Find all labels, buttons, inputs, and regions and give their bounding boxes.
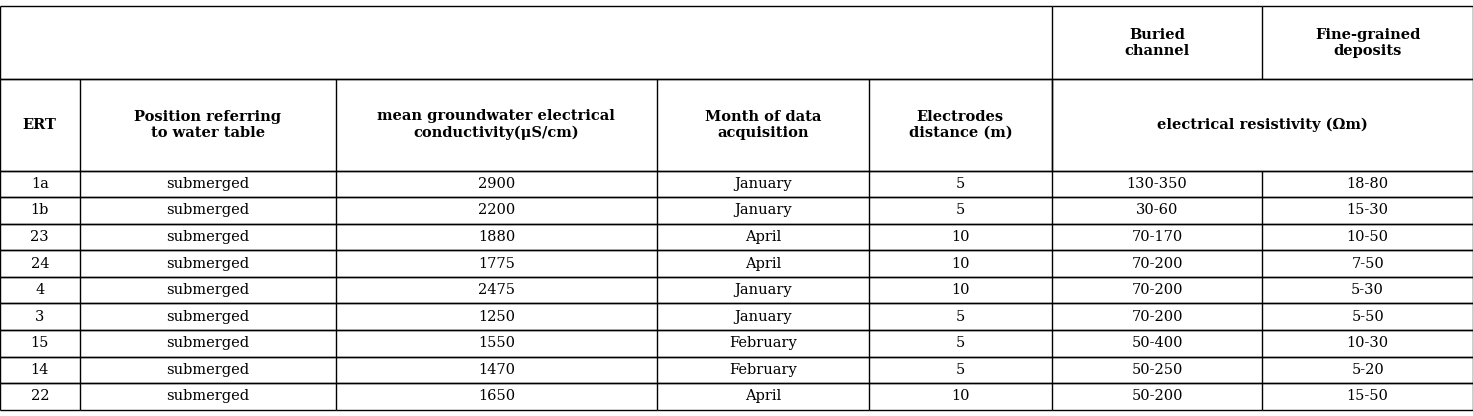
Text: 10: 10: [952, 257, 969, 270]
Text: 15: 15: [31, 336, 49, 350]
Text: 10: 10: [952, 283, 969, 297]
Text: 1470: 1470: [477, 363, 516, 377]
Text: 22: 22: [31, 389, 49, 404]
Text: 15-50: 15-50: [1346, 389, 1389, 404]
Text: submerged: submerged: [166, 257, 249, 270]
Text: 2200: 2200: [477, 203, 516, 218]
Text: submerged: submerged: [166, 389, 249, 404]
Text: 15-30: 15-30: [1346, 203, 1389, 218]
Text: 10: 10: [952, 389, 969, 404]
Text: February: February: [729, 363, 797, 377]
Text: 10-30: 10-30: [1346, 336, 1389, 350]
Text: April: April: [745, 257, 781, 270]
Text: submerged: submerged: [166, 177, 249, 191]
Text: submerged: submerged: [166, 203, 249, 218]
Text: 5: 5: [956, 363, 965, 377]
Text: 50-400: 50-400: [1131, 336, 1183, 350]
Text: 3: 3: [35, 310, 44, 324]
Text: ERT: ERT: [24, 118, 56, 132]
Text: 1a: 1a: [31, 177, 49, 191]
Text: 50-200: 50-200: [1131, 389, 1183, 404]
Text: 5: 5: [956, 203, 965, 218]
Text: Buried
channel: Buried channel: [1124, 27, 1190, 58]
Text: April: April: [745, 389, 781, 404]
Text: submerged: submerged: [166, 230, 249, 244]
Text: 7-50: 7-50: [1351, 257, 1385, 270]
Text: 5-30: 5-30: [1351, 283, 1385, 297]
Text: Position referring
to water table: Position referring to water table: [134, 110, 281, 140]
Text: January: January: [734, 310, 792, 324]
Text: 10: 10: [952, 230, 969, 244]
Text: 70-200: 70-200: [1131, 257, 1183, 270]
Text: 130-350: 130-350: [1127, 177, 1187, 191]
Text: 70-200: 70-200: [1131, 310, 1183, 324]
Text: 1b: 1b: [31, 203, 49, 218]
Text: 70-170: 70-170: [1131, 230, 1183, 244]
Text: electrical resistivity (Ωm): electrical resistivity (Ωm): [1156, 118, 1368, 132]
Text: 18-80: 18-80: [1346, 177, 1389, 191]
Text: 5-20: 5-20: [1351, 363, 1385, 377]
Text: 30-60: 30-60: [1136, 203, 1178, 218]
Text: 14: 14: [31, 363, 49, 377]
Text: submerged: submerged: [166, 310, 249, 324]
Text: 24: 24: [31, 257, 49, 270]
Text: January: January: [734, 283, 792, 297]
Text: 5: 5: [956, 336, 965, 350]
Text: 1550: 1550: [477, 336, 516, 350]
Text: submerged: submerged: [166, 283, 249, 297]
Text: 10-50: 10-50: [1346, 230, 1389, 244]
Text: 1775: 1775: [477, 257, 516, 270]
Text: 5: 5: [956, 310, 965, 324]
Text: 5-50: 5-50: [1351, 310, 1385, 324]
Text: January: January: [734, 203, 792, 218]
Text: 23: 23: [31, 230, 49, 244]
Text: submerged: submerged: [166, 336, 249, 350]
Text: 50-250: 50-250: [1131, 363, 1183, 377]
Text: Electrodes
distance (m): Electrodes distance (m): [909, 110, 1012, 140]
Text: 2475: 2475: [477, 283, 516, 297]
Text: 70-200: 70-200: [1131, 283, 1183, 297]
Text: Month of data
acquisition: Month of data acquisition: [704, 110, 822, 140]
Text: 1650: 1650: [477, 389, 516, 404]
Text: 1250: 1250: [477, 310, 516, 324]
Text: February: February: [729, 336, 797, 350]
Text: 1880: 1880: [477, 230, 516, 244]
Text: January: January: [734, 177, 792, 191]
Text: mean groundwater electrical
conductivity(μS/cm): mean groundwater electrical conductivity…: [377, 109, 616, 140]
Text: 2900: 2900: [477, 177, 516, 191]
Text: submerged: submerged: [166, 363, 249, 377]
Text: 4: 4: [35, 283, 44, 297]
Text: 5: 5: [956, 177, 965, 191]
Text: Fine-grained
deposits: Fine-grained deposits: [1315, 27, 1420, 58]
Text: April: April: [745, 230, 781, 244]
